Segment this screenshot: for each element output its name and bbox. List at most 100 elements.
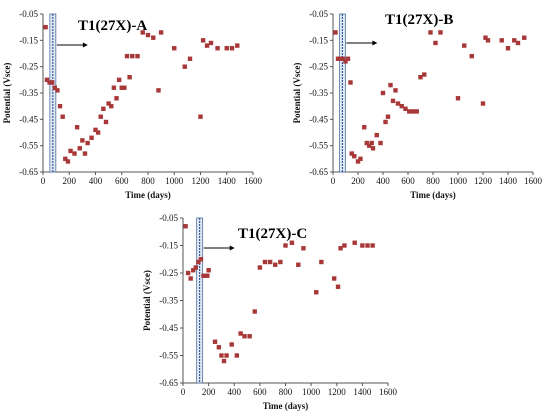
data-point — [229, 46, 235, 51]
data-point — [374, 132, 379, 138]
x-tick-label: 0 — [331, 176, 336, 186]
data-point — [342, 243, 347, 248]
data-point — [234, 353, 240, 358]
x-tick-label: 0 — [181, 387, 186, 397]
data-point — [65, 159, 71, 164]
data-point — [505, 46, 511, 51]
data-point — [355, 159, 361, 164]
chart-panel-2: -0.05 -0.15 -0.25 -0.35 -0.45 -0.55 -0.650 200 4… — [292, 9, 543, 200]
data-point — [483, 35, 488, 40]
y-tick-label: -0.55 — [159, 351, 178, 361]
data-point — [301, 246, 306, 251]
data-point — [399, 103, 404, 109]
data-point — [119, 85, 124, 90]
data-point — [331, 276, 337, 281]
y-axis-label: Potential (Vsce) — [142, 270, 152, 331]
x-tick-label: 200 — [202, 387, 216, 397]
data-point — [462, 43, 467, 48]
data-point — [319, 259, 324, 265]
data-point — [380, 90, 386, 96]
chart-panel-3: -0.05 -0.15 -0.25 -0.35 -0.45 -0.55 -0.650 200 4… — [142, 213, 398, 411]
data-point — [438, 30, 443, 35]
data-point — [206, 268, 211, 273]
chart-panel-1: -0.05 -0.15 -0.25 -0.35 -0.45 -0.55 -0.650 200 4… — [2, 9, 263, 200]
data-point — [93, 127, 98, 133]
data-point — [72, 151, 77, 156]
data-point — [198, 257, 204, 262]
x-tick-label: 1400 — [353, 387, 372, 397]
data-point — [262, 259, 268, 265]
y-tick-label: -0.25 — [159, 268, 178, 278]
data-point — [340, 56, 346, 61]
x-axis-label: Time (days) — [263, 401, 309, 411]
data-point — [185, 270, 191, 276]
data-point — [106, 101, 111, 106]
y-tick-label: -0.05 — [19, 9, 38, 19]
data-point — [433, 40, 438, 46]
y-tick-label: -0.45 — [159, 323, 178, 333]
arrow-head — [372, 40, 378, 46]
x-tick-label: 800 — [426, 176, 440, 186]
data-point — [362, 125, 367, 130]
data-point — [267, 259, 273, 265]
data-point — [68, 148, 73, 154]
data-point — [393, 88, 398, 93]
data-point — [111, 85, 117, 90]
data-point — [365, 243, 370, 248]
data-point — [499, 38, 504, 43]
data-point — [289, 240, 295, 245]
data-point — [77, 146, 82, 151]
data-point — [204, 43, 210, 48]
data-point — [212, 339, 218, 344]
y-tick-label: -0.35 — [19, 88, 38, 98]
y-tick-label: -0.25 — [309, 62, 328, 72]
data-point — [187, 56, 193, 61]
data-point — [224, 353, 229, 358]
arrow-head — [229, 245, 235, 251]
data-point — [145, 32, 151, 38]
data-point — [140, 30, 145, 35]
x-tick-label: 600 — [401, 176, 415, 186]
x-tick-label: 1000 — [302, 387, 321, 397]
x-tick-label: 1200 — [328, 387, 347, 397]
data-point — [183, 224, 188, 229]
data-point — [89, 135, 94, 140]
data-point — [49, 80, 55, 85]
data-point — [229, 342, 234, 347]
data-point — [191, 268, 196, 273]
data-point — [314, 290, 319, 295]
x-tick-label: 1600 — [244, 176, 263, 186]
data-point — [182, 64, 187, 69]
data-point — [205, 273, 210, 278]
data-point — [345, 56, 351, 61]
data-point — [116, 77, 122, 83]
y-axis-label: Potential (Vsce) — [2, 63, 12, 124]
data-point — [57, 103, 63, 109]
x-tick-label: 200 — [63, 176, 77, 186]
data-point — [352, 240, 357, 245]
x-axis-label: Time (days) — [125, 190, 171, 200]
data-point — [198, 114, 203, 119]
data-point — [352, 154, 357, 159]
data-point — [273, 262, 278, 267]
panel-title: T1(27X)-B — [385, 12, 453, 28]
data-point — [201, 273, 206, 278]
x-axis-label: Time (days) — [410, 190, 456, 200]
data-point — [515, 40, 521, 46]
data-point — [52, 85, 58, 90]
data-point — [385, 114, 391, 119]
data-point — [158, 30, 164, 35]
data-point — [221, 358, 227, 364]
data-point — [360, 243, 365, 248]
data-point — [348, 80, 353, 85]
y-tick-label: -0.55 — [19, 141, 38, 151]
y-tick-label: -0.05 — [159, 213, 178, 223]
data-point — [151, 35, 156, 40]
data-point — [407, 109, 412, 114]
data-point — [109, 103, 114, 109]
data-point — [60, 114, 65, 119]
data-point — [335, 284, 341, 289]
y-tick-label: -0.65 — [309, 167, 328, 177]
x-tick-label: 1200 — [474, 176, 493, 186]
data-point — [343, 59, 348, 64]
